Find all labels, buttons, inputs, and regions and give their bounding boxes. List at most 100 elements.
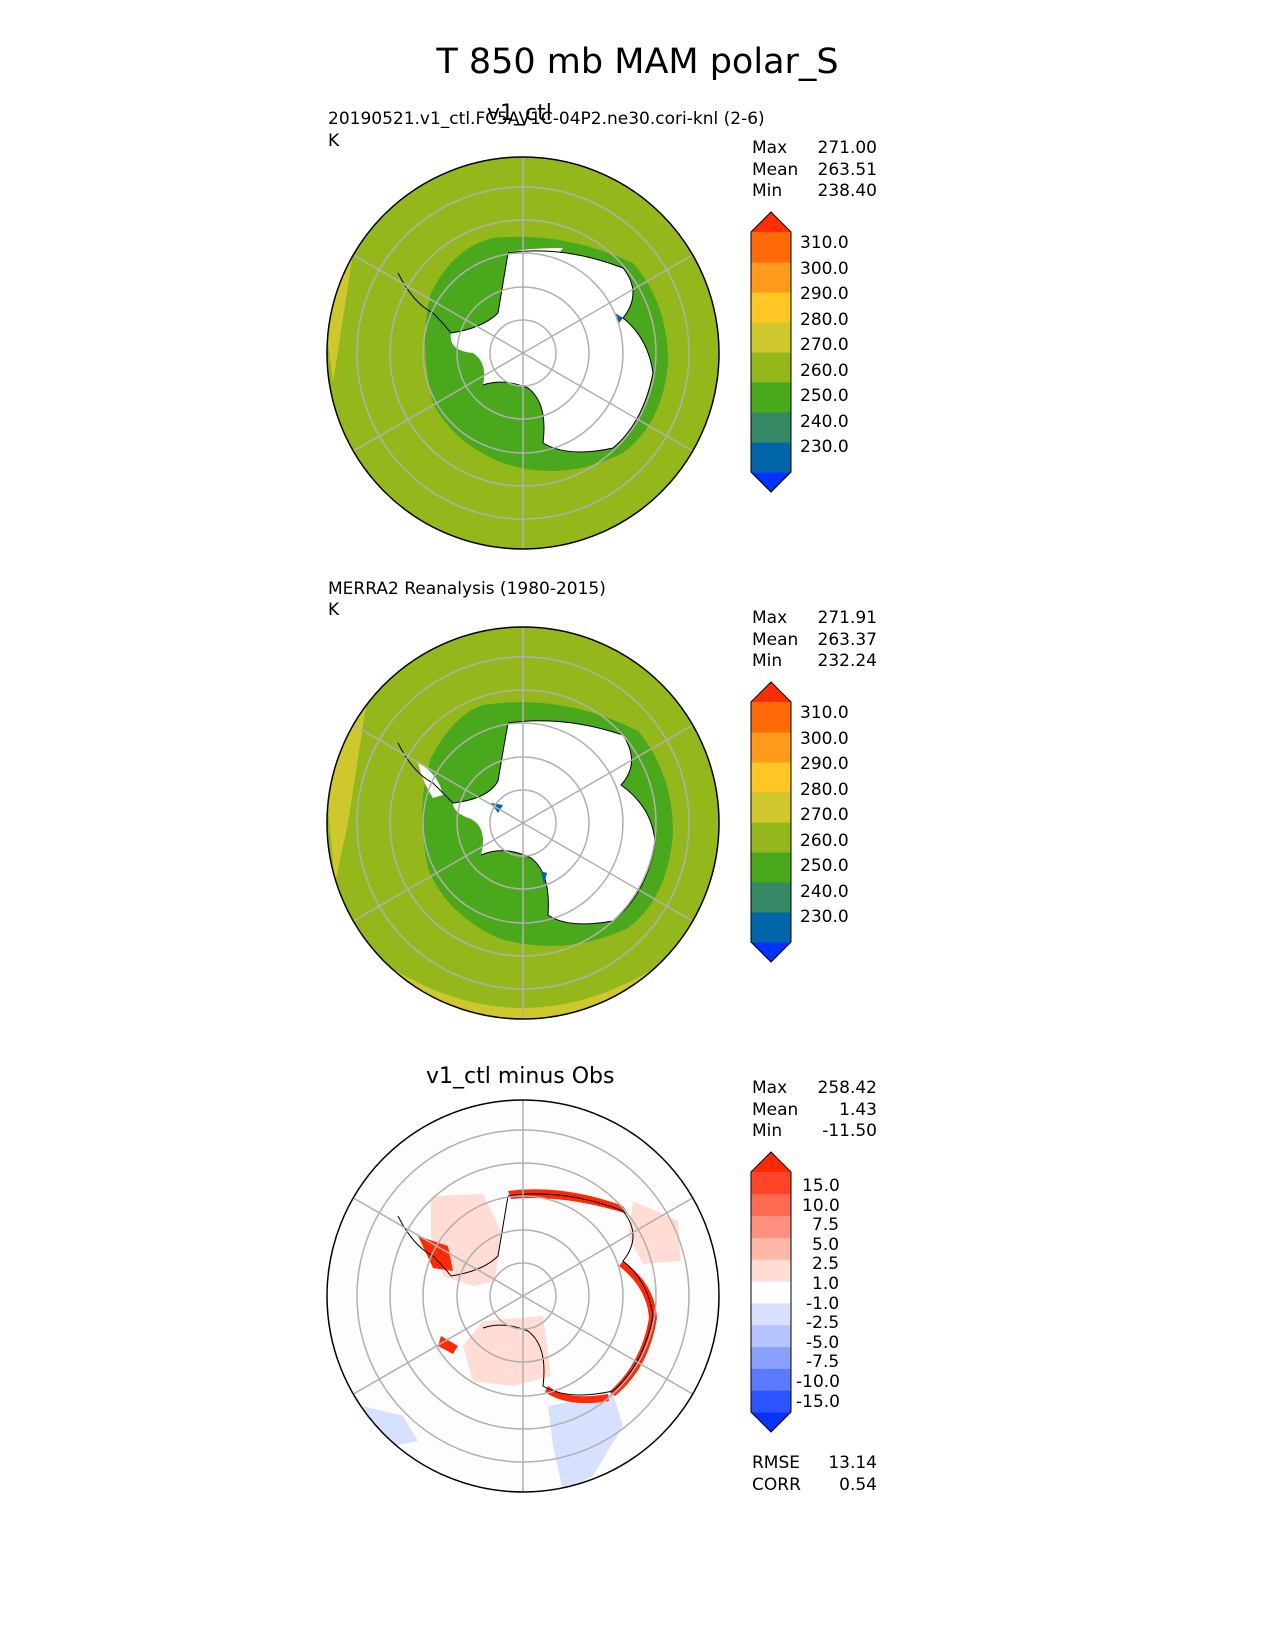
colorbar-segment (751, 822, 791, 853)
colorbar-segment (751, 1193, 791, 1217)
colorbar-tick: 230.0 (800, 907, 849, 927)
colorbar-tick: 290.0 (800, 754, 849, 774)
colorbar-segment (751, 1302, 791, 1326)
colorbar-extend-high (751, 212, 791, 232)
stat-value: 271.91 (817, 608, 877, 628)
colorbar-segment (751, 1259, 791, 1282)
graticule (349, 627, 697, 1019)
stat-value: 258.42 (817, 1078, 877, 1098)
colorbar-tick: 250.0 (800, 856, 849, 876)
colorbar-extend-high (751, 1152, 791, 1172)
colorbar-tick: -2.5 (806, 1313, 840, 1334)
colorbar-tick: -7.5 (806, 1352, 840, 1373)
cool-patch (548, 1394, 623, 1491)
colorbar-segment (751, 442, 791, 473)
stat-label: Mean (752, 629, 799, 650)
panel-3-map (326, 1099, 720, 1493)
panel-3-title: v1_ctl minus Obs (426, 1064, 615, 1089)
panel-1-map (326, 156, 720, 550)
colorbar-segment (751, 792, 791, 823)
colorbar-segment (751, 322, 791, 353)
colorbar-extend-low (751, 472, 791, 492)
hot-fringe (545, 1386, 609, 1404)
panel-2-map (326, 626, 720, 1020)
colorbar-tick: -1.0 (806, 1293, 840, 1314)
colorbar-tick: 280.0 (800, 779, 849, 800)
colorbar-segments (750, 211, 792, 493)
colorbar-tick: 300.0 (800, 728, 849, 749)
stat-value: 232.24 (817, 651, 877, 671)
colorbar-outline (750, 681, 792, 963)
warm-patch-ross (463, 1316, 551, 1386)
stat-value: 271.00 (817, 138, 877, 158)
warm-patch-east (628, 1201, 681, 1264)
panel-1-title: v1_ctl (487, 101, 552, 126)
land-mask (508, 248, 563, 313)
colorbar-extend-low (751, 942, 791, 962)
colorbar-tick: 310.0 (800, 703, 849, 723)
colorbar-tick: 280.0 (800, 309, 849, 330)
colorbar-tick: 1.0 (812, 1274, 840, 1294)
colorbar-segment (751, 762, 791, 793)
hot-fringe (609, 1261, 657, 1396)
panel-3-stats: Max 258.42 Mean 1.43 Min -11.50 (752, 1078, 877, 1143)
colorbar-tick: 5.0 (812, 1234, 840, 1255)
colorbar-segment (751, 852, 791, 883)
stat-value: 1.43 (839, 1099, 877, 1120)
stat-label: Mean (752, 1099, 799, 1120)
panel-2-name-label: MERRA2 Reanalysis (1980-2015) (328, 579, 606, 599)
colorbar-tick: 240.0 (800, 411, 849, 432)
stat-value: 263.51 (817, 159, 877, 180)
colorbar-segment (751, 292, 791, 323)
colorbar-segment (751, 1346, 791, 1369)
colorbar-tick: 230.0 (800, 437, 849, 457)
colorbar-tick: 7.5 (812, 1215, 840, 1236)
hot-fringe (438, 1336, 458, 1354)
land-mask (418, 763, 443, 798)
hot-fringe (508, 1189, 628, 1214)
colorbar-segment (751, 1281, 791, 1304)
metric-label: CORR (752, 1474, 801, 1495)
map-boundary (326, 626, 720, 1020)
colorbar-segments (750, 681, 792, 963)
panel-3-colorbar (750, 1151, 792, 1433)
colorbar-segment (751, 412, 791, 443)
stat-label: Mean (752, 159, 799, 180)
stat-value: 238.40 (817, 181, 877, 201)
stat-label: Min (752, 181, 783, 201)
panel-3-metrics: RMSE 13.14 CORR 0.54 (752, 1453, 877, 1496)
panel-1-name-label: 20190521.v1_ctl.FC5AV1C-04P2.ne30.cori-k… (328, 109, 765, 129)
land-mask (453, 720, 655, 924)
colorbar-outline (750, 211, 792, 493)
colorbar-segment (751, 1215, 791, 1238)
colorbar-extend-high (751, 682, 791, 702)
colorbar-tick: 260.0 (800, 830, 849, 851)
colorbar-tick: 300.0 (800, 258, 849, 279)
metric-label: RMSE (752, 1453, 801, 1473)
stat-label: Min (752, 1121, 783, 1141)
cool-patch (363, 1406, 418, 1446)
colorbar-tick: 250.0 (800, 386, 849, 406)
colorbar-segment (751, 882, 791, 913)
colorbar-tick: -5.0 (806, 1332, 840, 1353)
colorbar-tick: 240.0 (800, 881, 849, 902)
colorbar-outline (750, 1151, 792, 1433)
map-boundary (326, 156, 720, 550)
stat-value: -11.50 (822, 1121, 877, 1141)
colorbar-tick: 15.0 (802, 1176, 840, 1196)
panel-2-units: K (328, 600, 340, 620)
panel-1-colorbar (750, 211, 792, 493)
land-mask (450, 250, 653, 452)
colorbar-tick: 270.0 (800, 805, 849, 825)
colorbar-tick: -15.0 (796, 1391, 840, 1412)
metric-value: 0.54 (839, 1474, 877, 1495)
colorbar-segment (751, 1172, 791, 1195)
colorbar-segment (751, 1237, 791, 1260)
colorbar-segment (751, 262, 791, 293)
colorbar-segment (751, 912, 791, 943)
stat-label: Max (752, 608, 788, 628)
stat-label: Max (752, 138, 788, 158)
colorbar-tick: -10.0 (796, 1372, 840, 1392)
colorbar-segment (751, 232, 791, 263)
colorbar-tick: 2.5 (812, 1254, 840, 1275)
